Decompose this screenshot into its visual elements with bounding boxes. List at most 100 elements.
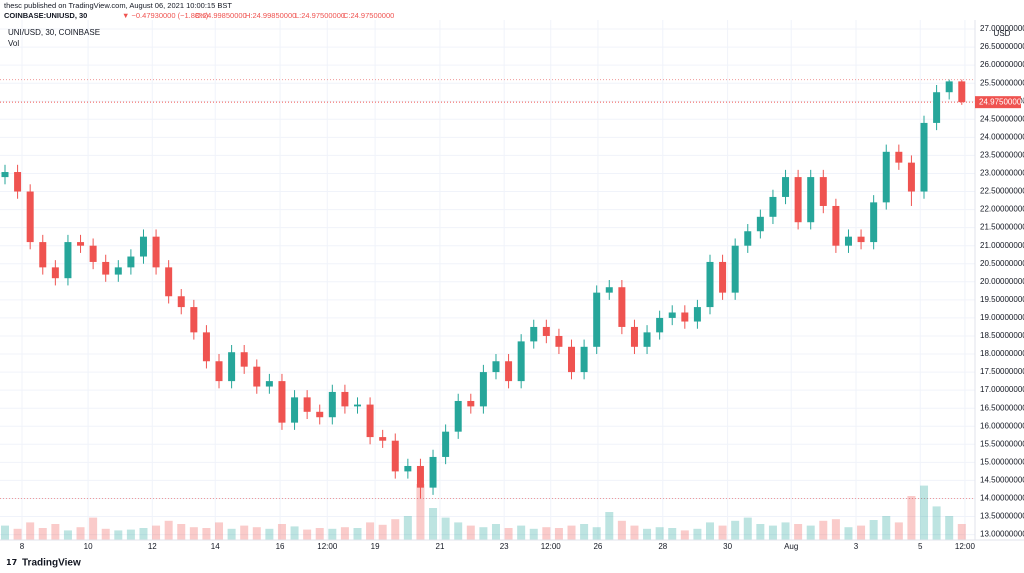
x-tick-label: 12 [148,542,157,551]
volume-bar [882,516,891,540]
candle-body [391,440,399,472]
published: thesc published on TradingView.com, Augu… [4,1,232,10]
candle-body [769,196,777,217]
price-label-box [975,96,1021,109]
volume-bar [290,526,299,540]
x-tick-label: 8 [20,542,25,551]
volume-bar [806,525,815,540]
volume-bar [655,527,664,540]
volume-bar [240,525,249,540]
volume-bar [617,520,626,540]
candle-body [744,231,752,246]
candle-body [127,256,135,268]
y-tick-label: 21.00000000 [980,241,1024,250]
candle-body [177,296,185,308]
candle-body [240,352,248,367]
volume-bar [693,528,702,540]
volume-bar [731,520,740,540]
candle-body [933,92,941,123]
legend: UNI/USD, 30, COINBASE [8,28,100,37]
volume-bar [416,484,425,540]
x-tick-label: 30 [723,542,732,551]
volume-bar [303,529,312,540]
volume-bar [466,525,475,540]
candle-body [945,81,953,93]
volume-bar [76,527,85,540]
y-tick-label: 19.50000000 [980,295,1024,304]
y-tick-label: 20.50000000 [980,259,1024,268]
volume-bar [857,525,866,540]
volume-bar [592,527,601,540]
candle-body [782,177,790,197]
y-tick-label: 18.50000000 [980,331,1024,340]
volume-bar [441,517,450,540]
volume-bar [353,528,362,540]
x-tick-label: 12:00 [955,542,976,551]
volume-bar [794,524,803,540]
volume-bar [0,525,9,540]
y-tick-label: 24.50000000 [980,114,1024,123]
volume-bar [391,519,400,540]
volume-bar [630,525,639,540]
candle-body [51,267,59,279]
y-tick-label: 15.00000000 [980,457,1024,466]
y-tick-label: 13.00000000 [980,530,1024,539]
candle-body [693,307,701,322]
volume-bar [429,508,438,540]
volume-bar [177,524,186,540]
currency: USD [994,29,1011,38]
y-tick-label: 22.50000000 [980,187,1024,196]
candle-body [341,391,349,407]
y-tick-label: 23.00000000 [980,169,1024,178]
y-tick-label: 17.00000000 [980,385,1024,394]
x-tick-label: 12:00 [317,542,338,551]
candle-body [152,236,160,268]
volume-bar [567,525,576,540]
candle-body [416,465,424,488]
candle-body [442,431,450,457]
y-tick-label: 26.00000000 [980,60,1024,69]
volume-bar [479,527,488,540]
volume-bar [529,528,538,540]
x-tick-label: Aug [784,542,798,551]
volume-bar [831,519,840,540]
volume-bar [542,527,551,540]
candle-body [580,346,588,373]
volume-bar [668,528,677,540]
x-tick-label: 26 [593,542,602,551]
ohlc-low: L:24.97500000 [295,11,345,20]
candle-body [958,81,966,103]
volume-bar [894,522,903,540]
symbol: COINBASE:UNIUSD, 30 [4,11,87,20]
candle-body [857,236,865,243]
volume-bar [328,528,337,540]
volume-bar [932,506,941,540]
volume-bar [101,528,110,540]
candle-body [467,400,475,407]
y-tick-label: 26.50000000 [980,42,1024,51]
volume-bar [945,516,954,540]
volume-bar [277,524,286,540]
ohlc-high: H:24.99850000 [245,11,296,20]
candle-body [202,332,210,362]
candle-body [819,177,827,206]
candle-body [492,361,500,373]
candle-body [719,261,727,293]
x-tick-label: 19 [371,542,380,551]
candle-body [756,216,764,232]
brand: 𝟭𝟳 TradingView [6,558,81,569]
candle-body [165,267,173,297]
candle-body [505,361,513,382]
candle-body [278,381,286,423]
volume-bar [139,528,148,540]
candle-body [26,191,34,243]
volume-bar [215,522,224,540]
volume-bar [819,520,828,540]
y-tick-label: 13.50000000 [980,512,1024,521]
candle-body [265,381,273,387]
x-tick-label: 14 [211,542,220,551]
volume-bar [869,520,878,540]
candle-body [366,404,374,438]
